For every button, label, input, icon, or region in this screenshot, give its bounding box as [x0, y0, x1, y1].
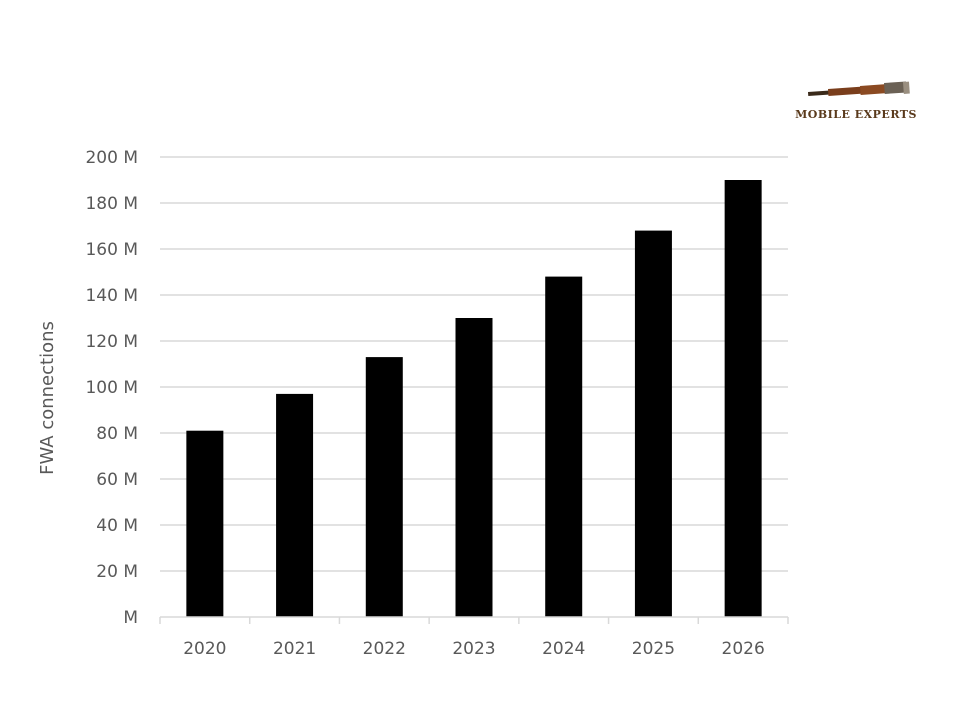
y-tick-label: 200 M — [85, 148, 138, 168]
x-tick-label: 2023 — [452, 639, 495, 659]
telescope-icon — [808, 81, 910, 96]
y-tick-label: 120 M — [85, 332, 138, 352]
logo-text: MOBILE EXPERTS — [795, 108, 917, 121]
bar-2025 — [634, 230, 672, 617]
y-tick-label: 60 M — [96, 470, 138, 490]
y-axis-tick-labels: M 20 M 40 M 60 M 80 M 100 M 120 M 140 M 160 M 180… — [85, 148, 138, 628]
bar-2024 — [545, 276, 583, 617]
bar-2026 — [724, 180, 762, 617]
y-tick-label: M — [123, 608, 138, 628]
x-axis-tick-labels: 2020 2021 2022 2023 2024 2025 2026 — [183, 639, 765, 659]
bar-2022 — [365, 357, 403, 617]
y-tick-label: 140 M — [85, 286, 138, 306]
y-tick-label: 160 M — [85, 240, 138, 260]
x-tick-label: 2021 — [273, 639, 316, 659]
x-tick-label: 2020 — [183, 639, 226, 659]
bar-2020 — [186, 430, 224, 617]
bar-2021 — [276, 393, 314, 617]
y-tick-label: 100 M — [85, 378, 138, 398]
bar-2023 — [455, 318, 493, 617]
bar-series — [186, 180, 762, 617]
y-axis-title: FWA connections — [37, 321, 58, 475]
x-tick-label: 2024 — [542, 639, 585, 659]
y-tick-label: 40 M — [96, 516, 138, 536]
y-tick-label: 80 M — [96, 424, 138, 444]
y-tick-label: 20 M — [96, 562, 138, 582]
x-tick-label: 2025 — [632, 639, 675, 659]
y-tick-label: 180 M — [85, 194, 138, 214]
x-axis — [159, 616, 789, 624]
x-tick-label: 2026 — [722, 639, 765, 659]
mobile-experts-logo: MOBILE EXPERTS — [795, 81, 917, 121]
x-tick-label: 2022 — [363, 639, 406, 659]
